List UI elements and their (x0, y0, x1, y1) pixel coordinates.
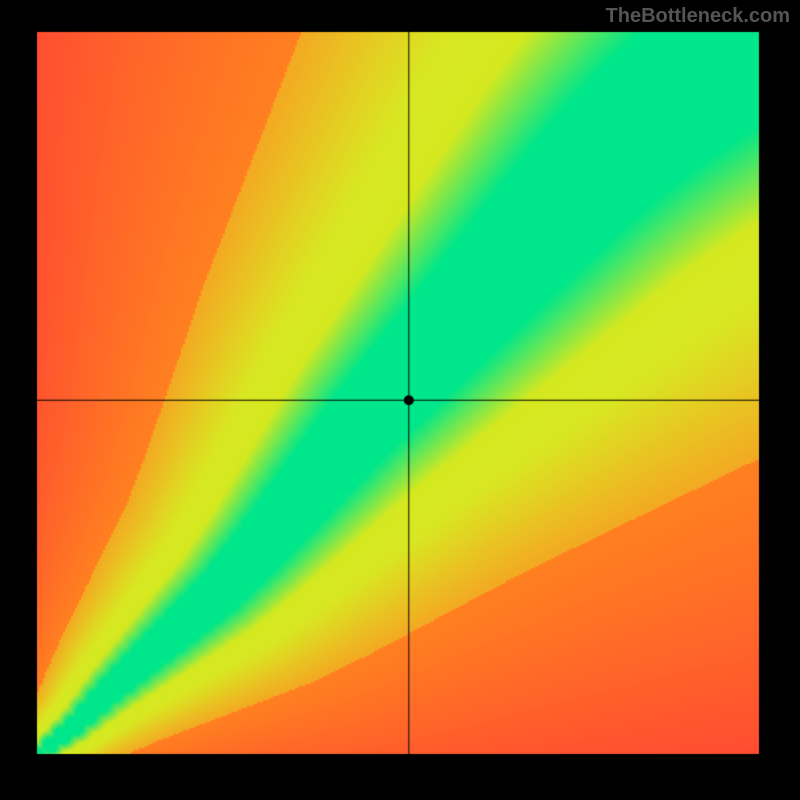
watermark-text: TheBottleneck.com (606, 5, 790, 28)
bottleneck-heatmap (0, 0, 800, 800)
chart-container: TheBottleneck.com (0, 0, 800, 800)
